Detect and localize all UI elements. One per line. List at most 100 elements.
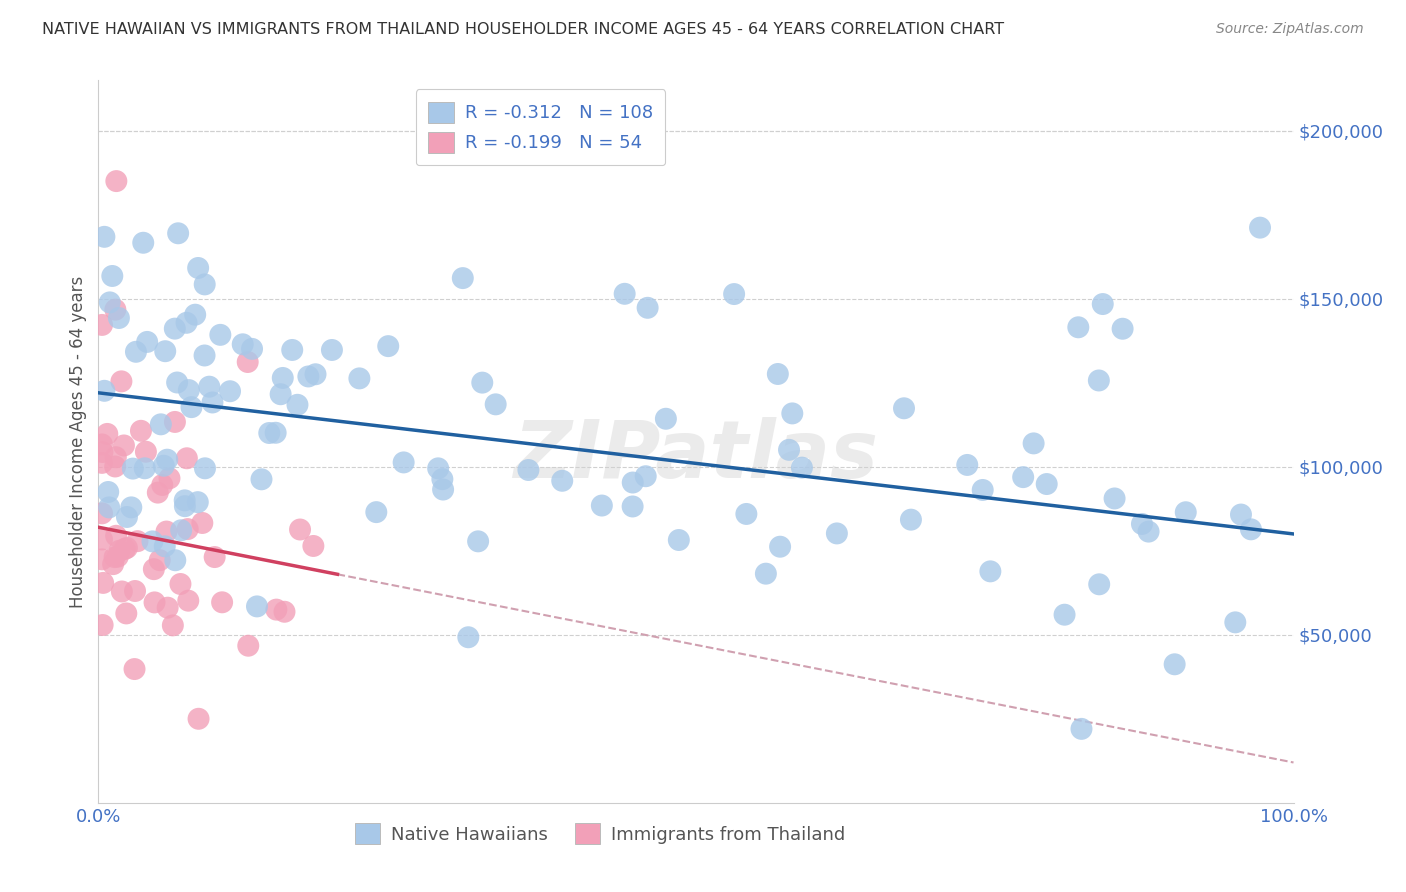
Point xyxy=(91,445,114,459)
Point xyxy=(1088,374,1111,388)
Point xyxy=(723,287,745,301)
Point xyxy=(621,475,644,490)
Point xyxy=(613,286,636,301)
Point xyxy=(591,499,613,513)
Point xyxy=(156,452,179,467)
Point xyxy=(93,229,115,244)
Point xyxy=(124,584,146,599)
Point xyxy=(668,533,690,547)
Point xyxy=(174,499,197,513)
Point xyxy=(134,461,156,475)
Point xyxy=(104,459,127,474)
Point xyxy=(127,534,149,549)
Point xyxy=(259,425,281,440)
Point xyxy=(432,483,454,497)
Point xyxy=(240,342,263,356)
Point xyxy=(288,523,311,537)
Point xyxy=(163,321,186,335)
Point xyxy=(467,534,489,549)
Point xyxy=(655,411,678,425)
Point xyxy=(187,260,209,275)
Point xyxy=(132,235,155,250)
Point xyxy=(198,379,221,393)
Point xyxy=(432,472,454,486)
Point xyxy=(281,343,304,357)
Point xyxy=(111,584,134,599)
Point xyxy=(1091,297,1114,311)
Point xyxy=(146,485,169,500)
Point xyxy=(108,311,131,326)
Point xyxy=(238,639,260,653)
Point xyxy=(91,533,114,547)
Point xyxy=(634,469,657,483)
Point xyxy=(91,437,114,451)
Point xyxy=(176,522,198,536)
Point xyxy=(893,401,915,416)
Point xyxy=(91,456,114,470)
Point xyxy=(114,541,136,556)
Point xyxy=(302,539,325,553)
Point xyxy=(1230,508,1253,522)
Point xyxy=(366,505,388,519)
Point xyxy=(755,566,778,581)
Point xyxy=(121,461,143,475)
Point xyxy=(1174,505,1197,519)
Point xyxy=(153,539,176,553)
Legend: Native Hawaiians, Immigrants from Thailand: Native Hawaiians, Immigrants from Thaila… xyxy=(347,816,853,852)
Point xyxy=(97,485,120,500)
Point xyxy=(98,295,121,310)
Point xyxy=(209,327,232,342)
Point xyxy=(349,371,371,385)
Point xyxy=(91,552,114,566)
Point xyxy=(211,595,233,609)
Point xyxy=(169,577,191,591)
Point xyxy=(377,339,399,353)
Point xyxy=(93,384,115,398)
Point xyxy=(321,343,343,357)
Point xyxy=(232,337,254,351)
Point xyxy=(149,553,172,567)
Point xyxy=(457,630,479,644)
Point xyxy=(177,593,200,607)
Point xyxy=(91,575,114,590)
Point xyxy=(155,344,177,359)
Point xyxy=(104,550,127,565)
Text: Source: ZipAtlas.com: Source: ZipAtlas.com xyxy=(1216,22,1364,37)
Point xyxy=(1130,516,1153,531)
Point xyxy=(194,461,217,475)
Point xyxy=(105,529,128,543)
Point xyxy=(517,463,540,477)
Point xyxy=(91,318,114,332)
Point xyxy=(427,461,450,475)
Point xyxy=(621,500,644,514)
Point xyxy=(551,474,574,488)
Point xyxy=(120,500,142,515)
Point xyxy=(110,375,132,389)
Point xyxy=(304,368,326,382)
Point xyxy=(825,526,848,541)
Point xyxy=(170,523,193,537)
Point xyxy=(187,712,209,726)
Point xyxy=(1035,477,1057,491)
Point xyxy=(392,455,415,469)
Point xyxy=(91,506,114,520)
Point xyxy=(129,424,152,438)
Point xyxy=(107,549,129,564)
Point xyxy=(167,227,190,241)
Point xyxy=(956,458,979,472)
Point xyxy=(219,384,242,399)
Point xyxy=(176,316,198,330)
Point xyxy=(143,595,166,609)
Text: ZIPatlas: ZIPatlas xyxy=(513,417,879,495)
Point xyxy=(778,442,800,457)
Point xyxy=(142,562,165,576)
Point xyxy=(1104,491,1126,506)
Point xyxy=(187,495,209,509)
Point xyxy=(1067,320,1090,334)
Point xyxy=(112,438,135,452)
Point xyxy=(136,334,159,349)
Point xyxy=(297,369,319,384)
Point xyxy=(782,406,804,420)
Point xyxy=(125,344,148,359)
Point xyxy=(250,472,273,486)
